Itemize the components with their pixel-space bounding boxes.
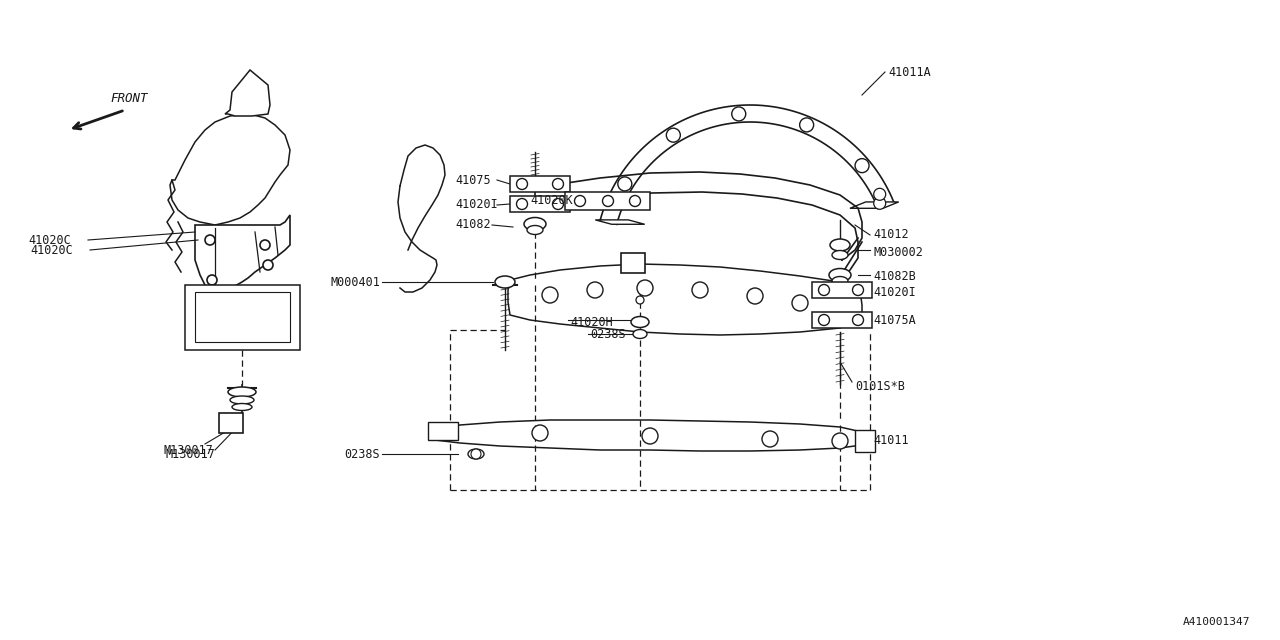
Circle shape [818, 314, 829, 326]
Text: M130017: M130017 [165, 449, 215, 461]
Ellipse shape [832, 276, 849, 285]
Text: 41020I: 41020I [454, 198, 498, 211]
Bar [509, 176, 570, 192]
Bar [195, 292, 291, 342]
Circle shape [852, 314, 864, 326]
Polygon shape [433, 420, 861, 451]
Bar [564, 192, 650, 210]
Ellipse shape [228, 387, 256, 397]
Circle shape [748, 288, 763, 304]
Circle shape [603, 195, 613, 207]
Circle shape [855, 159, 869, 173]
FancyBboxPatch shape [219, 413, 243, 433]
Circle shape [852, 285, 864, 296]
Text: 41011A: 41011A [888, 65, 931, 79]
Ellipse shape [829, 269, 851, 282]
Ellipse shape [634, 330, 646, 339]
Circle shape [832, 433, 849, 449]
FancyBboxPatch shape [621, 253, 645, 273]
Text: 41020K: 41020K [530, 193, 572, 207]
Bar [186, 285, 300, 350]
Text: 0101S*B: 0101S*B [855, 380, 905, 392]
Bar [855, 430, 876, 452]
Bar [428, 422, 458, 440]
Text: 41020C: 41020C [29, 243, 73, 257]
Text: A410001347: A410001347 [1183, 617, 1251, 627]
Polygon shape [850, 202, 899, 208]
Circle shape [762, 431, 778, 447]
Circle shape [800, 118, 814, 132]
Circle shape [636, 296, 644, 304]
Text: 41020C: 41020C [28, 234, 70, 246]
Text: 41082B: 41082B [873, 271, 915, 284]
Bar [812, 312, 872, 328]
Polygon shape [595, 220, 645, 224]
Circle shape [618, 177, 632, 191]
Circle shape [553, 198, 563, 209]
Ellipse shape [468, 449, 484, 459]
Ellipse shape [527, 225, 543, 234]
Circle shape [643, 428, 658, 444]
Circle shape [692, 282, 708, 298]
Text: M000401: M000401 [330, 275, 380, 289]
Circle shape [260, 240, 270, 250]
Ellipse shape [232, 403, 252, 410]
Polygon shape [508, 264, 861, 335]
Ellipse shape [230, 396, 253, 404]
Ellipse shape [524, 218, 547, 230]
Circle shape [541, 287, 558, 303]
Text: 41012: 41012 [873, 228, 909, 241]
Circle shape [553, 179, 563, 189]
Polygon shape [225, 70, 270, 116]
Text: 41020I: 41020I [873, 285, 915, 298]
Text: FRONT: FRONT [110, 92, 147, 105]
Circle shape [532, 425, 548, 441]
Text: A: A [228, 418, 234, 428]
Circle shape [588, 282, 603, 298]
Ellipse shape [495, 276, 515, 288]
Text: 41011: 41011 [873, 433, 909, 447]
Circle shape [667, 128, 681, 142]
Circle shape [205, 235, 215, 245]
Text: 41075A: 41075A [873, 314, 915, 326]
Circle shape [874, 188, 886, 200]
Circle shape [732, 107, 746, 121]
Text: M030002: M030002 [873, 246, 923, 259]
Polygon shape [170, 114, 291, 225]
Circle shape [637, 280, 653, 296]
Bar [812, 282, 872, 298]
Circle shape [262, 260, 273, 270]
Text: 41020H: 41020H [570, 316, 613, 328]
Circle shape [630, 195, 640, 207]
Circle shape [207, 275, 218, 285]
Text: 41082: 41082 [454, 218, 490, 232]
Ellipse shape [631, 317, 649, 328]
Circle shape [517, 179, 527, 189]
Circle shape [471, 449, 481, 459]
Bar [509, 196, 570, 212]
Circle shape [575, 195, 585, 207]
Polygon shape [195, 215, 291, 292]
Ellipse shape [832, 250, 849, 259]
Circle shape [792, 295, 808, 311]
Text: 0238S: 0238S [590, 328, 626, 340]
Text: 0238S: 0238S [344, 447, 380, 461]
Text: M130017: M130017 [163, 444, 212, 456]
Text: 41075: 41075 [454, 173, 490, 186]
Ellipse shape [829, 239, 850, 251]
Circle shape [818, 285, 829, 296]
Circle shape [874, 197, 886, 209]
Circle shape [517, 198, 527, 209]
Text: A: A [630, 258, 636, 268]
